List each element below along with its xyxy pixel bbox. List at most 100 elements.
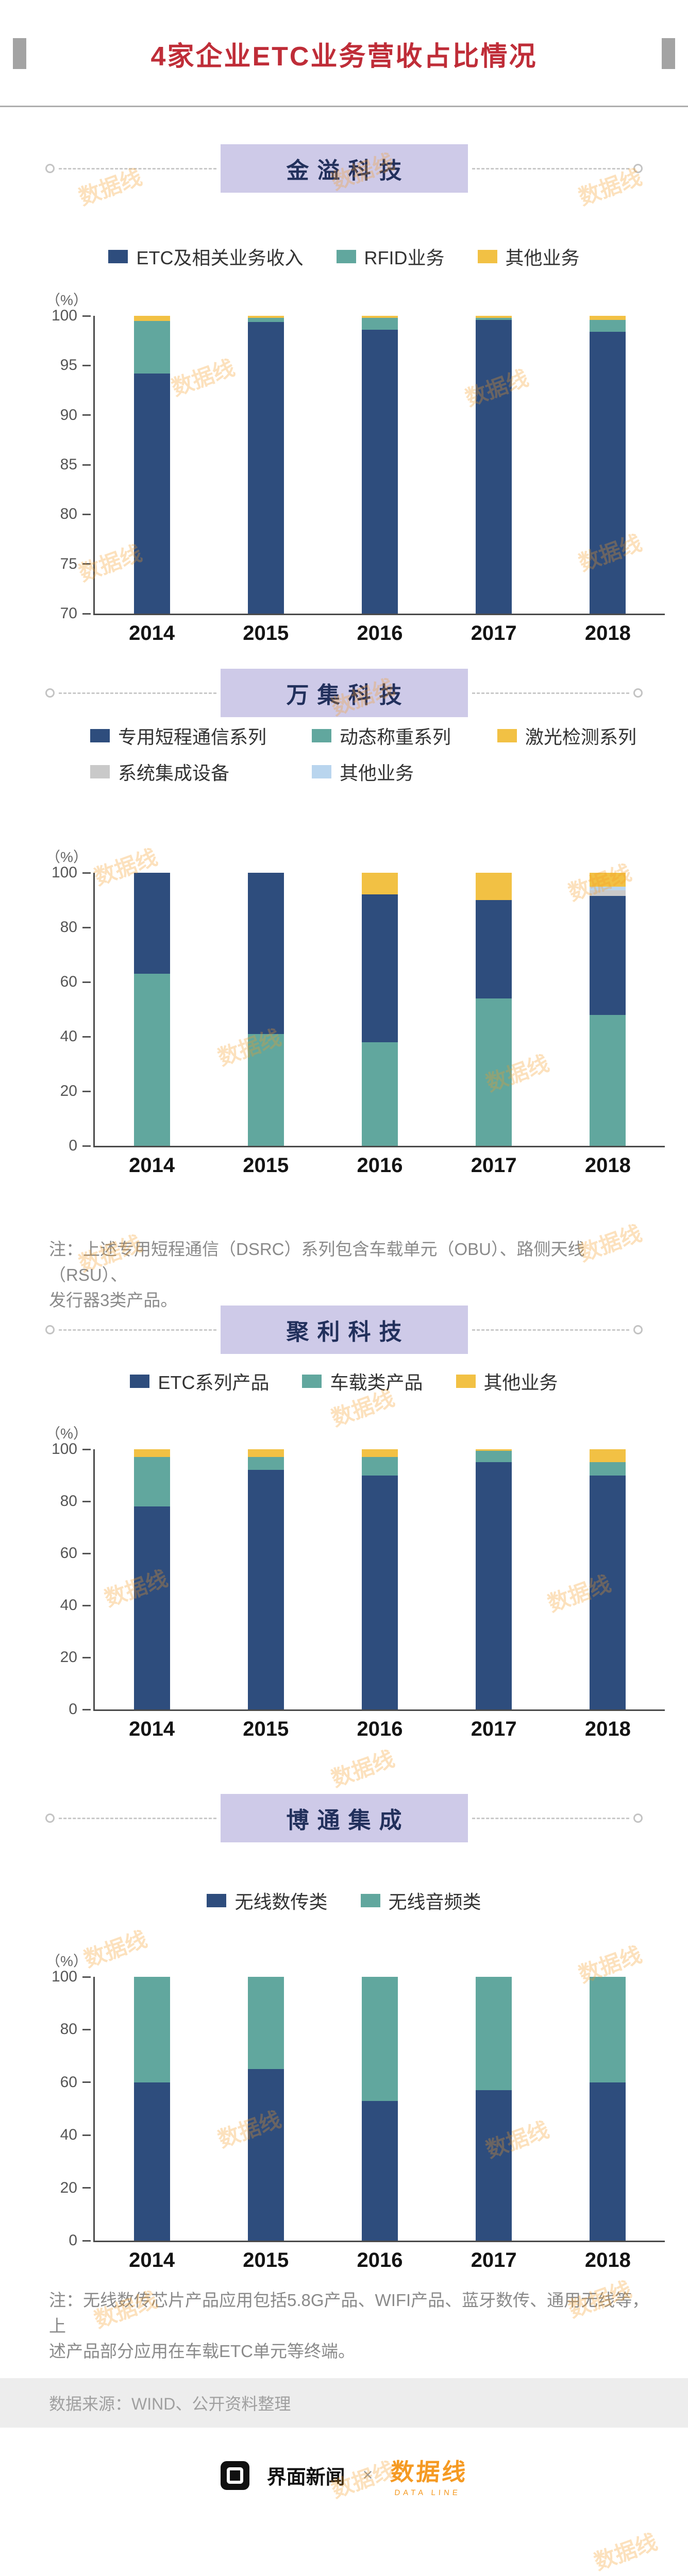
connector-node-icon bbox=[633, 688, 643, 698]
bar-segment bbox=[362, 1449, 398, 1458]
y-tick-label: 100 bbox=[51, 1968, 77, 1985]
jiemian-logo-icon bbox=[220, 2461, 249, 2490]
legend-item: 专用短程通信系列 bbox=[90, 722, 312, 749]
legend-item: ETC及相关业务收入 bbox=[108, 243, 304, 270]
y-tick: 0 bbox=[51, 1137, 95, 1155]
y-tick-mark bbox=[82, 315, 91, 317]
legend-swatch bbox=[90, 729, 110, 742]
y-tick-mark bbox=[82, 364, 91, 366]
y-tick-mark bbox=[82, 1448, 91, 1450]
bar-segment bbox=[476, 1450, 512, 1463]
x-tick-label: 2018 bbox=[584, 1154, 631, 1177]
legend-label: ETC及相关业务收入 bbox=[136, 247, 304, 268]
bar-segment bbox=[362, 317, 398, 330]
watermark-stamp: 数据线 bbox=[328, 1746, 398, 1791]
y-tick-label: 0 bbox=[69, 1137, 77, 1154]
bar-segment bbox=[362, 316, 398, 318]
y-tick-mark bbox=[82, 613, 91, 615]
x-tick-label: 2015 bbox=[243, 1154, 289, 1177]
connector-line bbox=[59, 692, 216, 694]
bar-segment bbox=[362, 873, 398, 895]
y-tick-label: 0 bbox=[69, 2232, 77, 2249]
y-tick-label: 0 bbox=[69, 1701, 77, 1718]
bar-segment bbox=[590, 1462, 626, 1476]
y-tick: 80 bbox=[51, 919, 95, 936]
bar-segment bbox=[247, 1470, 284, 1709]
legend-row: ETC系列产品 车载类产品 其他业务 bbox=[0, 1368, 688, 1395]
legend-swatch bbox=[207, 1894, 227, 1907]
x-tick-label: 2016 bbox=[357, 1718, 403, 1740]
connector-line bbox=[59, 1817, 216, 1819]
connector-node-icon bbox=[633, 164, 643, 173]
bar-segment bbox=[133, 1449, 170, 1458]
legend-row: 专用短程通信系列 动态称重系列 激光检测系列 bbox=[0, 722, 688, 749]
y-tick: 100 bbox=[51, 1968, 95, 1986]
dataline-logo-text: 数据线 bbox=[390, 2459, 469, 2485]
bar-segment bbox=[133, 316, 170, 321]
x-tick-label: 2017 bbox=[471, 1718, 517, 1740]
legend-swatch bbox=[302, 1375, 322, 1388]
legend-item: 系统集成设备 bbox=[90, 758, 312, 785]
y-tick: 70 bbox=[51, 605, 95, 622]
x-tick-label: 2015 bbox=[243, 1718, 289, 1740]
y-tick-mark bbox=[82, 464, 91, 466]
y-tick: 85 bbox=[51, 456, 95, 473]
legend-item: 其他业务 bbox=[477, 243, 580, 270]
watermark-stamp: 数据线 bbox=[80, 1926, 150, 1972]
x-tick-label: 2015 bbox=[243, 2249, 289, 2272]
legend-swatch bbox=[108, 250, 128, 263]
y-tick: 20 bbox=[51, 1649, 95, 1666]
bar-segment bbox=[476, 1977, 512, 2091]
legend-label: 其他业务 bbox=[505, 247, 580, 268]
y-tick-mark bbox=[82, 1976, 91, 1978]
page-title: 4家企业ETC业务营收占比情况 bbox=[150, 41, 538, 72]
y-tick-mark bbox=[82, 2187, 91, 2189]
legend-botong: 无线数传类 无线音频类 bbox=[0, 1887, 688, 1914]
y-tick: 40 bbox=[51, 2126, 95, 2144]
x-tick-label: 2018 bbox=[584, 1718, 631, 1740]
y-tick-mark bbox=[82, 1145, 91, 1147]
bar-segment bbox=[590, 316, 626, 320]
legend-label: 无线音频类 bbox=[388, 1891, 481, 1912]
y-tick: 60 bbox=[51, 973, 95, 991]
legend-wanji: 专用短程通信系列 动态称重系列 激光检测系列系统集成设备 其他业务 bbox=[0, 722, 688, 785]
bar-segment bbox=[133, 974, 170, 1146]
bar-segment bbox=[133, 873, 170, 974]
legend-swatch bbox=[477, 250, 497, 263]
bar-segment bbox=[590, 1977, 626, 2082]
y-tick-label: 40 bbox=[60, 2126, 77, 2144]
x-tick-label: 2016 bbox=[357, 1154, 403, 1177]
legend-label: 其他业务 bbox=[340, 762, 414, 784]
section-title-botong: 博通集成 bbox=[220, 1794, 468, 1842]
bar-segment bbox=[476, 317, 512, 320]
note-line: 发行器3类产品。 bbox=[49, 1291, 178, 1310]
connector-node-icon bbox=[633, 1814, 643, 1823]
bar-segment bbox=[476, 316, 512, 318]
title-accent-left bbox=[13, 38, 26, 69]
y-tick-label: 100 bbox=[51, 307, 77, 324]
legend-label: 无线数传类 bbox=[234, 1891, 328, 1912]
x-tick-label: 2014 bbox=[129, 1154, 175, 1177]
y-tick-mark bbox=[82, 2028, 91, 2030]
y-tick-mark bbox=[82, 981, 91, 983]
bar-segment bbox=[476, 1462, 512, 1709]
bar-segment bbox=[476, 1449, 512, 1451]
data-source-text: 数据来源：WIND、公开资料整理 bbox=[49, 2395, 291, 2413]
legend-item: 其他业务 bbox=[456, 1368, 558, 1395]
legend-swatch bbox=[312, 729, 331, 742]
bar-segment bbox=[590, 896, 626, 1015]
bar-segment bbox=[362, 2100, 398, 2241]
legend-item: 无线数传类 bbox=[207, 1887, 328, 1914]
y-tick-mark bbox=[82, 1604, 91, 1606]
y-tick: 0 bbox=[51, 2232, 95, 2249]
connector-node-icon bbox=[45, 688, 55, 698]
x-tick-label: 2014 bbox=[129, 1718, 175, 1740]
multiply-separator: × bbox=[362, 2465, 373, 2485]
y-tick-label: 40 bbox=[60, 1597, 77, 1614]
legend-label: 其他业务 bbox=[483, 1372, 558, 1393]
y-tick-label: 80 bbox=[60, 1493, 77, 1510]
bar-segment bbox=[133, 320, 170, 374]
y-tick-label: 40 bbox=[60, 1028, 77, 1045]
legend-swatch bbox=[130, 1375, 150, 1388]
x-tick-label: 2014 bbox=[129, 622, 175, 645]
